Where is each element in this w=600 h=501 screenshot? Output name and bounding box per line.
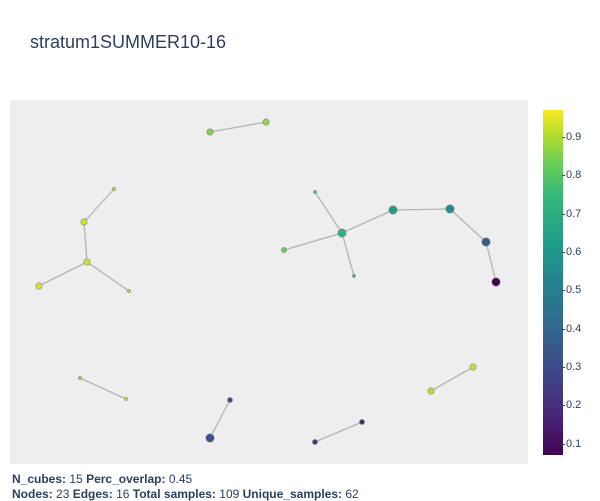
graph-node[interactable] xyxy=(206,128,214,136)
graph-node[interactable] xyxy=(312,439,318,445)
colorbar-tick-label: 0.3 xyxy=(561,360,582,373)
graph-node[interactable] xyxy=(481,237,491,247)
graph-node[interactable] xyxy=(491,277,501,287)
colorbar-tick-label: 0.7 xyxy=(561,207,582,220)
graph-node[interactable] xyxy=(80,218,88,226)
graph-node[interactable] xyxy=(352,274,356,278)
colorbar-tick-label: 0.6 xyxy=(561,245,582,258)
nodes-layer xyxy=(35,118,501,445)
colorbar-tick-label: 0.5 xyxy=(561,284,582,297)
info-line-2: Nodes: 23 Edges: 16 Total samples: 109 U… xyxy=(12,487,359,501)
graph-edge xyxy=(38,261,88,287)
nodes-value: 23 xyxy=(56,487,70,501)
total-samples-value: 109 xyxy=(219,487,240,501)
graph-node[interactable] xyxy=(262,118,270,126)
plot-area[interactable] xyxy=(10,100,528,464)
graph-node[interactable] xyxy=(35,282,43,290)
graph-edge xyxy=(485,241,497,283)
graph-edge xyxy=(430,366,474,392)
graph-edge xyxy=(314,191,343,234)
n-cubes-value: 15 xyxy=(69,472,83,486)
graph-node[interactable] xyxy=(127,289,131,293)
graph-node[interactable] xyxy=(112,187,116,191)
colorbar-tick-label: 0.4 xyxy=(561,322,582,335)
graph-edge xyxy=(79,377,127,400)
graph-edge xyxy=(209,399,231,439)
colorbar-tick-label: 0.1 xyxy=(561,437,582,450)
perc-overlap-value: 0.45 xyxy=(168,472,193,486)
graph-edge xyxy=(86,261,130,292)
graph-edge xyxy=(341,209,394,234)
graph-node[interactable] xyxy=(469,363,477,371)
chart-title: stratum1SUMMER10-16 xyxy=(30,32,227,52)
graph-edge xyxy=(392,208,451,211)
edges-label: Edges: xyxy=(72,487,113,501)
colorbar-tick-label: 0.9 xyxy=(561,130,582,143)
graph-node[interactable] xyxy=(445,204,455,214)
graph-node[interactable] xyxy=(337,228,347,238)
graph-node[interactable] xyxy=(281,247,287,253)
unique-samples-label: Unique_samples: xyxy=(242,487,343,501)
graph-node[interactable] xyxy=(78,376,82,380)
nodes-label: Nodes: xyxy=(12,487,53,501)
graph-edge xyxy=(314,421,363,443)
graph-node[interactable] xyxy=(205,433,215,443)
graph-node[interactable] xyxy=(388,205,398,215)
graph-edge xyxy=(209,121,267,133)
graph-edge xyxy=(449,208,487,243)
graph-edge xyxy=(83,221,88,263)
colorbar-tick-label: 0.2 xyxy=(561,399,582,412)
perc-overlap-label: Perc_overlap: xyxy=(86,472,166,486)
graph-node[interactable] xyxy=(124,397,128,401)
graph-node[interactable] xyxy=(83,258,91,266)
edges-value: 16 xyxy=(116,487,130,501)
graph-node[interactable] xyxy=(227,397,233,403)
total-samples-label: Total samples: xyxy=(132,487,216,501)
graph-node[interactable] xyxy=(313,190,317,194)
graph-edge xyxy=(341,232,355,277)
graph-node[interactable] xyxy=(359,419,365,425)
unique-samples-value: 62 xyxy=(345,487,359,501)
n-cubes-label: N_cubes: xyxy=(12,472,67,486)
colorbar xyxy=(543,110,563,455)
graph-edge xyxy=(283,232,343,251)
edges-layer xyxy=(38,121,497,443)
graph-edge xyxy=(83,188,115,223)
colorbar-tick-label: 0.8 xyxy=(561,169,582,182)
graph-node[interactable] xyxy=(427,387,435,395)
info-line-1: N_cubes: 15 Perc_overlap: 0.45 xyxy=(12,472,192,486)
